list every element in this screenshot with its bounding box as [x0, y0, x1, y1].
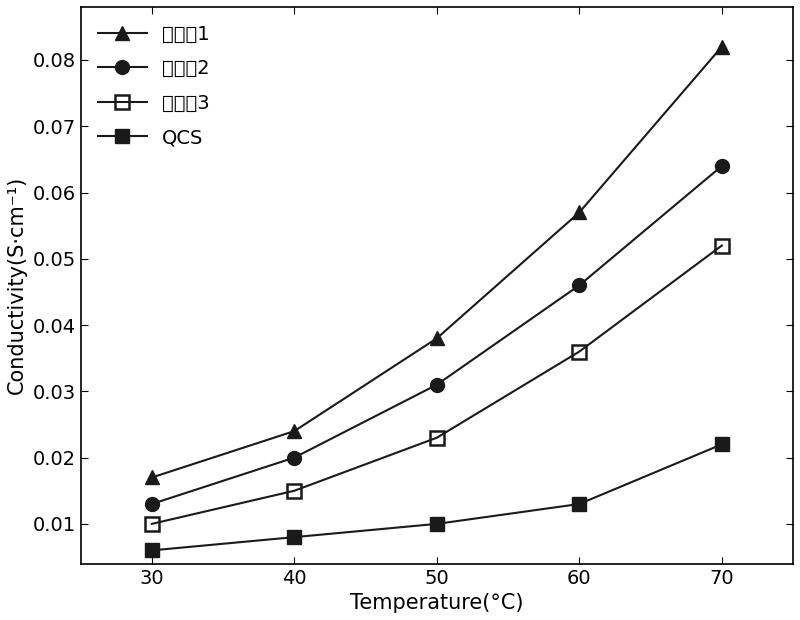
Line: 实施入1: 实施入1: [145, 40, 729, 484]
实施入1: [290, 427, 299, 435]
实施入1: [717, 43, 726, 50]
QCS: [432, 520, 442, 528]
实施入3: [432, 434, 442, 441]
实施入3: [147, 520, 157, 528]
实施入2: [574, 281, 584, 289]
Line: 实施入3: 实施入3: [145, 239, 729, 531]
QCS: [574, 500, 584, 508]
实施入2: [290, 454, 299, 461]
实施入1: [147, 474, 157, 481]
Line: 实施入2: 实施入2: [145, 159, 729, 511]
Y-axis label: Conductivity(S·cm⁻¹): Conductivity(S·cm⁻¹): [7, 176, 27, 394]
实施入3: [290, 487, 299, 495]
QCS: [147, 547, 157, 554]
Line: QCS: QCS: [145, 437, 729, 557]
实施入3: [717, 242, 726, 249]
X-axis label: Temperature(°C): Temperature(°C): [350, 593, 523, 613]
实施入1: [432, 335, 442, 342]
Legend: 实施入1, 实施入2, 实施入3, QCS: 实施入1, 实施入2, 实施入3, QCS: [90, 17, 218, 155]
实施入2: [717, 162, 726, 170]
实施入2: [432, 381, 442, 388]
实施入2: [147, 500, 157, 508]
QCS: [717, 441, 726, 448]
实施入3: [574, 348, 584, 355]
QCS: [290, 533, 299, 541]
实施入1: [574, 209, 584, 216]
